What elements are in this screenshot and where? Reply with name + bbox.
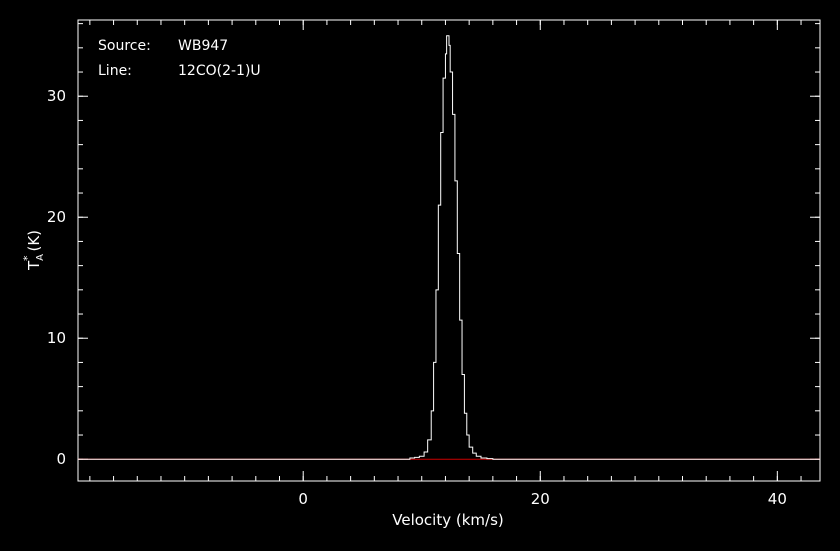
y-axis-label-sup: *	[21, 255, 34, 261]
source-key: Source:	[98, 38, 151, 54]
x-axis-label: Velocity (km/s)	[392, 511, 503, 529]
y-tick-label: 0	[56, 450, 66, 468]
x-tick-label: 20	[531, 490, 550, 508]
axis-tick-labels: 0 20 40 0 10 20 30	[47, 87, 787, 508]
y-axis-label-sub: A	[35, 254, 46, 261]
y-tick-label: 30	[47, 87, 66, 105]
y-tick-label: 10	[47, 329, 66, 347]
y-axis-label-base: T	[25, 260, 43, 271]
y-axis-label-unit: (K)	[25, 230, 43, 252]
y-axis-label: TA* (K)	[21, 230, 46, 271]
y-tick-label: 20	[47, 208, 66, 226]
axis-ticks	[78, 20, 820, 481]
spectrum-line	[78, 35, 820, 460]
line-key: Line:	[98, 63, 132, 79]
plot-frame	[77, 19, 821, 482]
source-value: WB947	[178, 38, 228, 54]
x-tick-label: 0	[298, 490, 308, 508]
x-tick-label: 40	[768, 490, 787, 508]
line-value: 12CO(2-1)U	[178, 63, 261, 79]
